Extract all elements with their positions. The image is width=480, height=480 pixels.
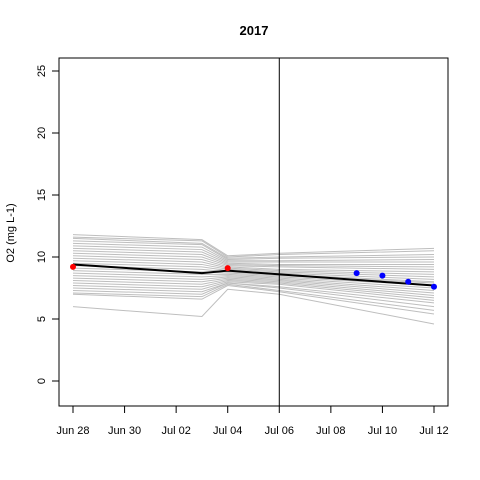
ensemble-line-18 (72, 275, 435, 291)
observations (70, 58, 437, 406)
observed-future-point-2 (379, 272, 386, 279)
y-tick-label-2: 5 (36, 316, 48, 322)
x-tick-label-7: Jul 10 (368, 425, 397, 437)
x-tick-label-1: Jun 28 (56, 425, 89, 437)
ensemble-line-6 (72, 245, 434, 263)
observed-future-point-3 (405, 278, 412, 285)
ensemble-line-2 (72, 236, 435, 258)
y-tick-label-4: 15 (36, 189, 48, 201)
ensemble-line-19 (72, 277, 435, 294)
ensemble-line-1 (72, 234, 435, 257)
observed-future-point-1 (353, 270, 360, 277)
observed-past-point-2 (224, 265, 231, 272)
y-tick-label-5: 20 (36, 127, 48, 139)
ensemble-line-25 (72, 283, 435, 311)
ensemble-line-24 (72, 282, 435, 308)
ensemble-line-27 (72, 288, 435, 325)
x-tick-label-5: Jul 06 (265, 425, 294, 437)
x-tick-label-2: Jun 30 (108, 425, 141, 437)
ensemble-line-17 (72, 272, 435, 289)
ensemble-line-22 (72, 281, 435, 301)
ensemble-line-4 (72, 240, 435, 260)
ensemble-line-7 (72, 247, 434, 265)
mean-line (72, 263, 435, 287)
ensemble-line-21 (72, 280, 435, 299)
ensemble-line-5 (72, 242, 435, 262)
y-tick-label-3: 10 (36, 251, 48, 263)
ensemble-line-26 (72, 285, 435, 315)
ensemble-line-8 (72, 250, 435, 268)
x-tick-label-6: Jul 08 (316, 425, 345, 437)
x-tick-label-3: Jul 02 (161, 425, 190, 437)
x-tick-label-8: Jul 12 (419, 425, 448, 437)
ensemble-line-14 (72, 265, 435, 283)
observed-past-point-1 (70, 263, 76, 270)
y-tick-label-6: 25 (36, 65, 48, 77)
y-tick-label-1: 0 (36, 378, 48, 384)
ensemble-line-16 (72, 270, 435, 287)
ensemble-line-3 (72, 237, 435, 259)
x-tick-label-4: Jul 04 (213, 425, 242, 437)
chart-title: 2017 (240, 23, 269, 38)
observed-future-point-4 (431, 283, 437, 290)
ensemble-line-20 (72, 278, 435, 296)
mean-line-group (72, 263, 435, 287)
y-axis-label: O2 (mg L-1) (5, 203, 17, 262)
plot-frame (58, 57, 449, 407)
